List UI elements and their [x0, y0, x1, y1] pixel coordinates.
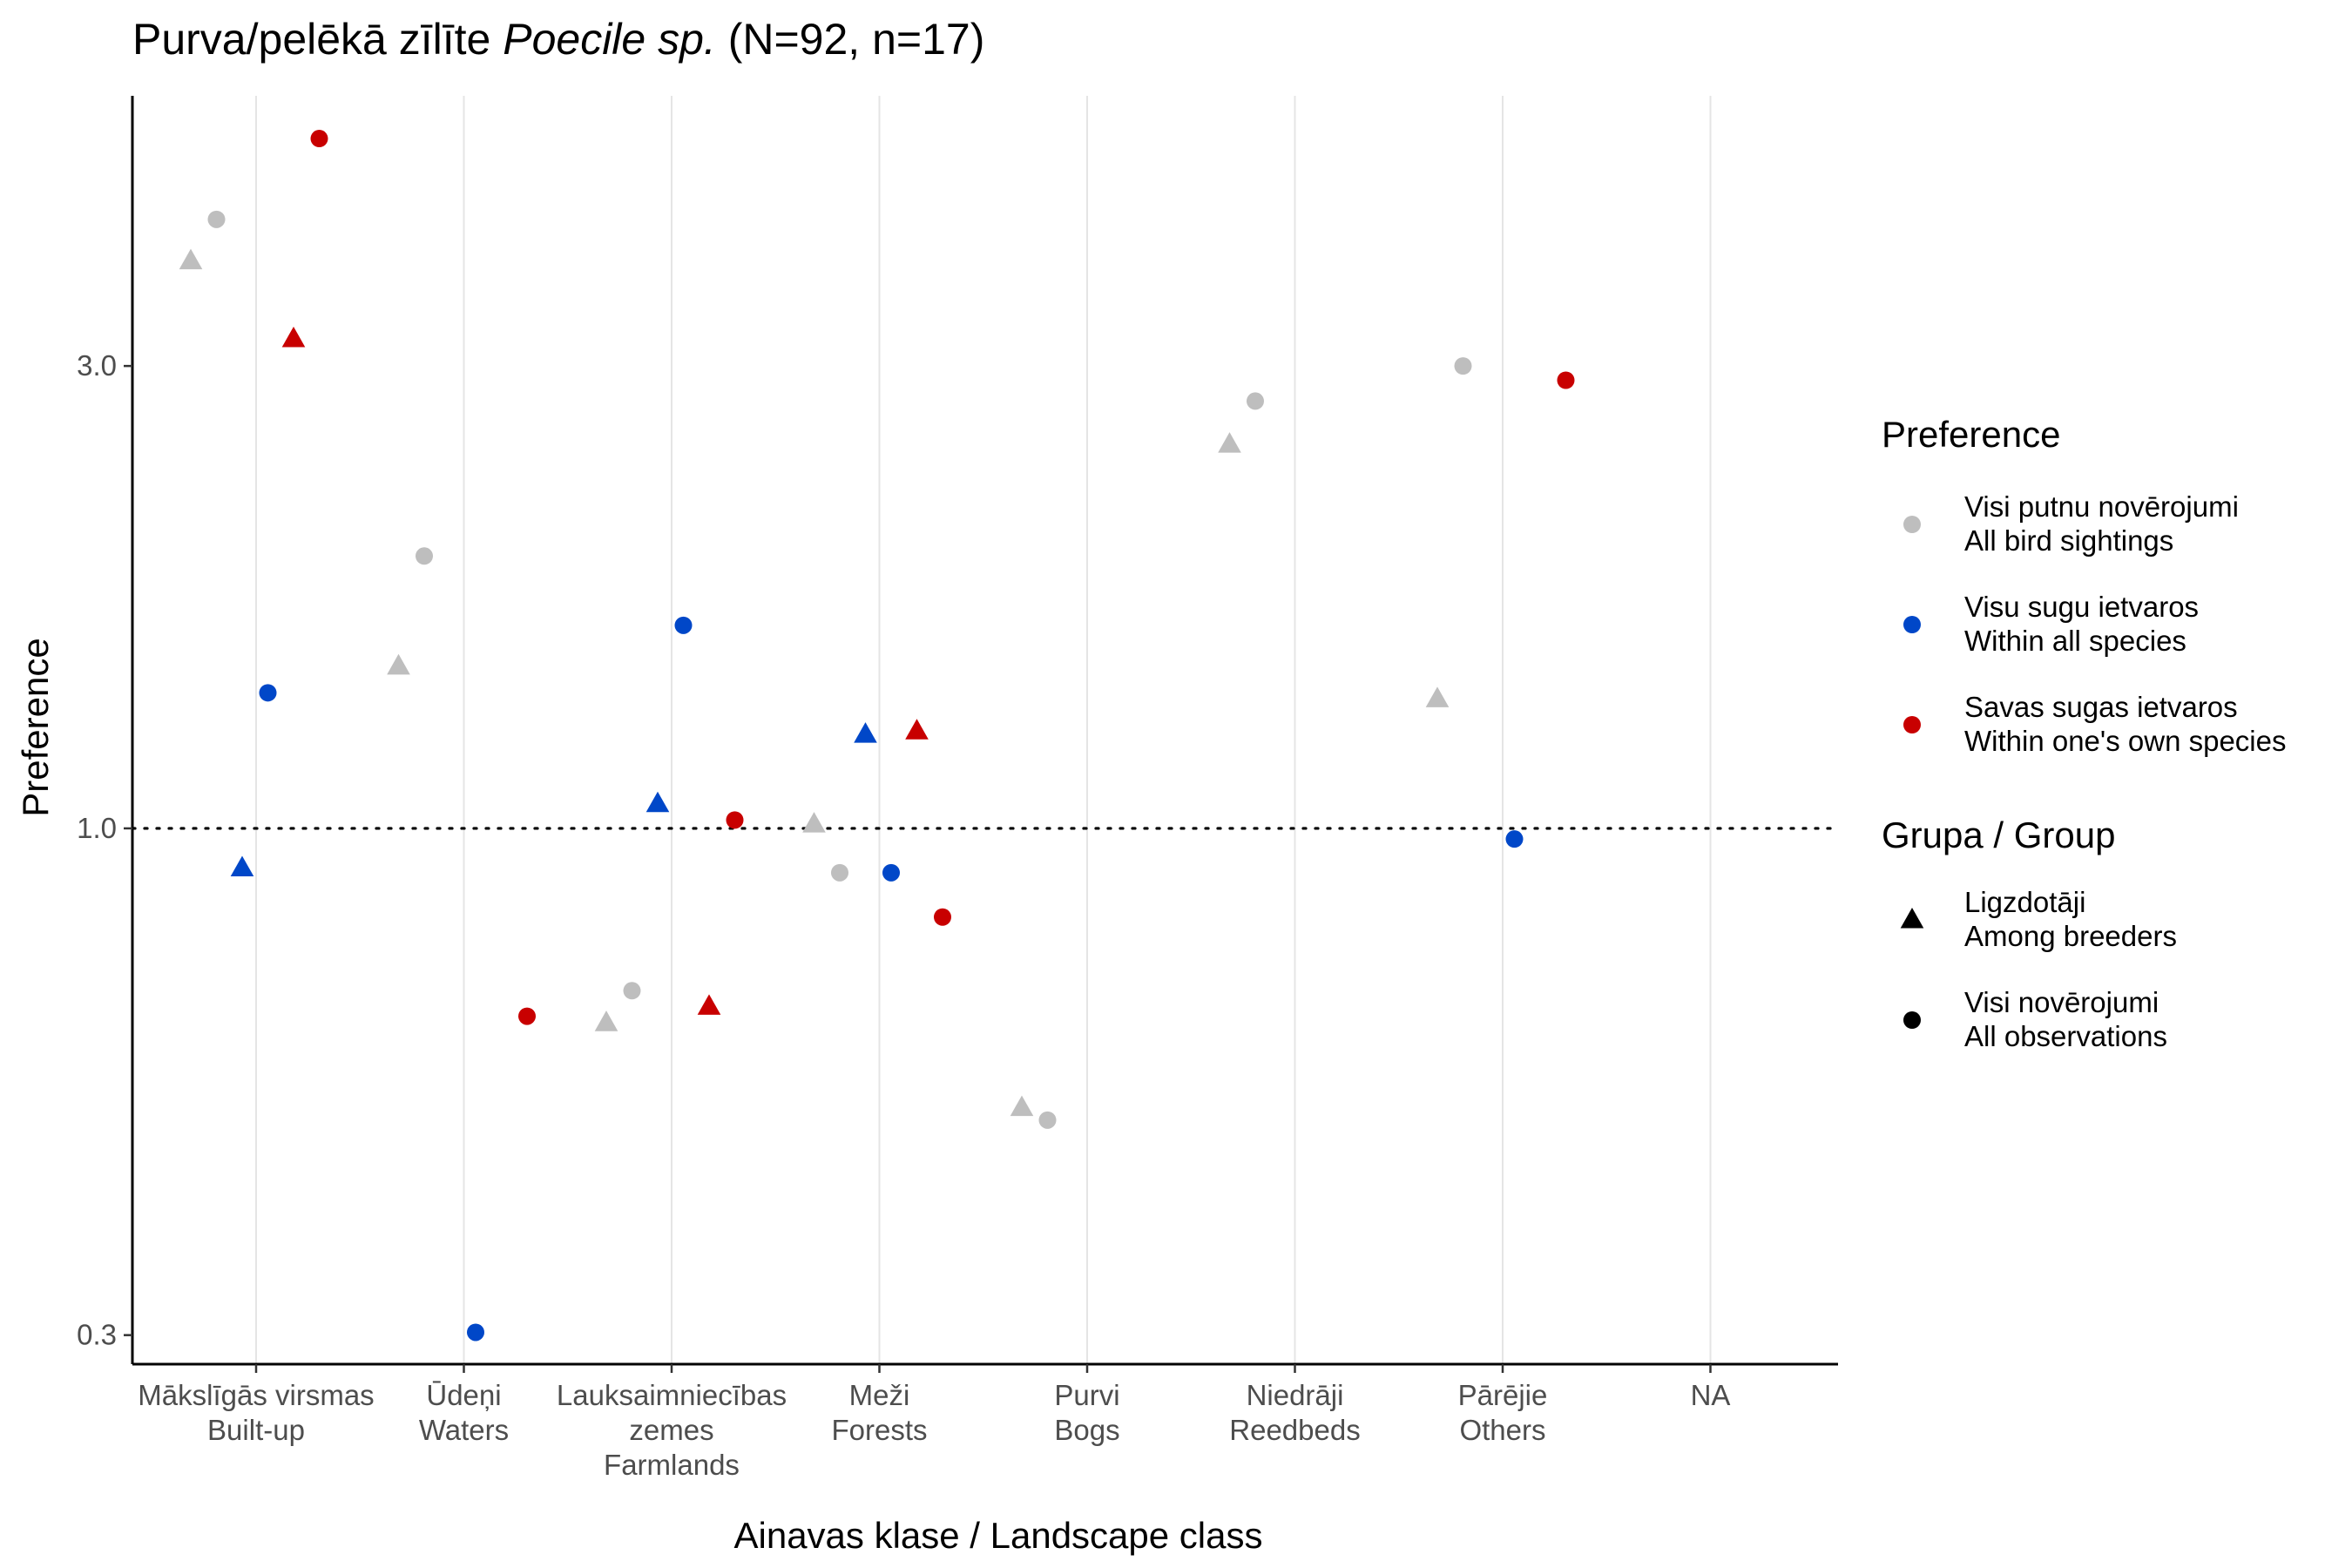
legend-label-breeders: Ligzdotāji	[1964, 886, 2085, 918]
chart-title-main: Purva/pelēkā zīlīte	[132, 15, 503, 64]
x-tick-label-waters: Ūdeņi Waters	[419, 1379, 509, 1446]
x-tick-labels: Mākslīgās virsmas Built-up Ūdeņi Waters Lauk…	[138, 1379, 1730, 1481]
legend-sublabel-all_sightings: All bird sightings	[1964, 524, 2173, 557]
point-forests-all_sightings-breeders	[802, 812, 826, 833]
point-builtup-all_species-breeders	[230, 855, 254, 877]
point-reedbeds-all_sightings-breeders	[1218, 432, 1241, 453]
legend-key-breeders	[1900, 908, 1924, 929]
legend-key-own_species	[1903, 716, 1921, 733]
point-forests-all_species-breeders	[854, 722, 877, 743]
x-tick-label-builtup: Mākslīgās virsmas Built-up	[138, 1379, 374, 1446]
legend-sublabel-all_species: Within all species	[1964, 625, 2186, 657]
legend-sublabel-observations: All observations	[1964, 1020, 2167, 1052]
point-forests-all_sightings-observations	[831, 863, 848, 882]
legend-key-observations	[1903, 1011, 1921, 1029]
chart-title-species: Poecile sp.	[503, 15, 716, 64]
legend-key-all_sightings	[1903, 516, 1921, 533]
point-others-all_sightings-observations	[1454, 357, 1472, 375]
x-axis-title: Ainavas klase / Landscape class	[733, 1515, 1262, 1556]
legend-title-preference: Preference	[1882, 414, 2060, 455]
y-tick-label: 3.0	[77, 349, 117, 382]
data-points	[179, 130, 1575, 1342]
chart-title: Purva/pelēkā zīlīte Poecile sp. (N=92, n…	[132, 15, 984, 64]
point-bogs-all_sightings-breeders	[1010, 1095, 1034, 1117]
legend-title-group: Grupa / Group	[1882, 814, 2115, 855]
point-farmlands-own_species-observations	[726, 811, 744, 829]
point-reedbeds-all_sightings-observations	[1247, 392, 1264, 410]
point-farmlands-all_species-breeders	[645, 791, 670, 813]
legend-label-all_sightings: Visi putnu novērojumi	[1964, 490, 2239, 523]
point-builtup-all_sightings-observations	[207, 210, 226, 228]
axes	[124, 96, 1838, 1373]
point-others-all_species-observations	[1505, 830, 1524, 848]
point-others-all_sightings-breeders	[1425, 686, 1450, 707]
point-farmlands-all_species-observations	[674, 616, 693, 634]
y-tick-label: 0.3	[77, 1319, 117, 1351]
point-forests-own_species-observations	[934, 908, 951, 926]
point-waters-all_species-observations	[467, 1323, 484, 1342]
point-builtup-all_species-observations	[259, 684, 277, 702]
point-builtup-own_species-breeders	[281, 326, 306, 348]
point-builtup-own_species-observations	[310, 130, 328, 148]
point-farmlands-own_species-breeders	[697, 994, 721, 1015]
x-tick-label-forests: Meži Forests	[831, 1379, 927, 1446]
chart-title-counts: (N=92, n=17)	[716, 15, 985, 64]
y-tick-labels: 0.3 1.0 3.0	[77, 349, 117, 1351]
x-tick-label-bogs: Purvi Bogs	[1054, 1379, 1119, 1446]
legend-label-own_species: Savas sugas ietvaros	[1964, 691, 2238, 723]
point-waters-own_species-observations	[518, 1007, 536, 1025]
legend-key-all_species	[1903, 616, 1921, 633]
x-tick-label-na: NA	[1691, 1379, 1731, 1411]
point-farmlands-all_sightings-breeders	[594, 1010, 618, 1031]
legend-label-all_species: Visu sugu ietvaros	[1964, 591, 2199, 623]
y-axis-title: Preference	[15, 638, 56, 816]
x-tick-label-others: Pārējie Others	[1458, 1379, 1548, 1446]
point-builtup-all_sightings-breeders	[179, 248, 203, 270]
point-others-own_species-observations	[1557, 371, 1575, 389]
legend-sublabel-own_species: Within one's own species	[1964, 725, 2286, 757]
legend-label-observations: Visi novērojumi	[1964, 986, 2159, 1018]
y-tick-label: 1.0	[77, 812, 117, 844]
legend-sublabel-breeders: Among breeders	[1964, 920, 2177, 952]
point-forests-all_species-observations	[882, 863, 900, 882]
point-bogs-all_sightings-observations	[1038, 1111, 1057, 1129]
point-forests-own_species-breeders	[905, 719, 929, 740]
gridlines	[255, 96, 1712, 1364]
x-tick-label-farmlands: Lauksaimniecības zemes Farmlands	[557, 1379, 787, 1481]
x-tick-label-reedbeds: Niedrāji Reedbeds	[1229, 1379, 1360, 1446]
point-waters-all_sightings-breeders	[387, 653, 410, 675]
point-farmlands-all_sightings-observations	[623, 982, 641, 1000]
point-waters-all_sightings-observations	[416, 547, 433, 565]
